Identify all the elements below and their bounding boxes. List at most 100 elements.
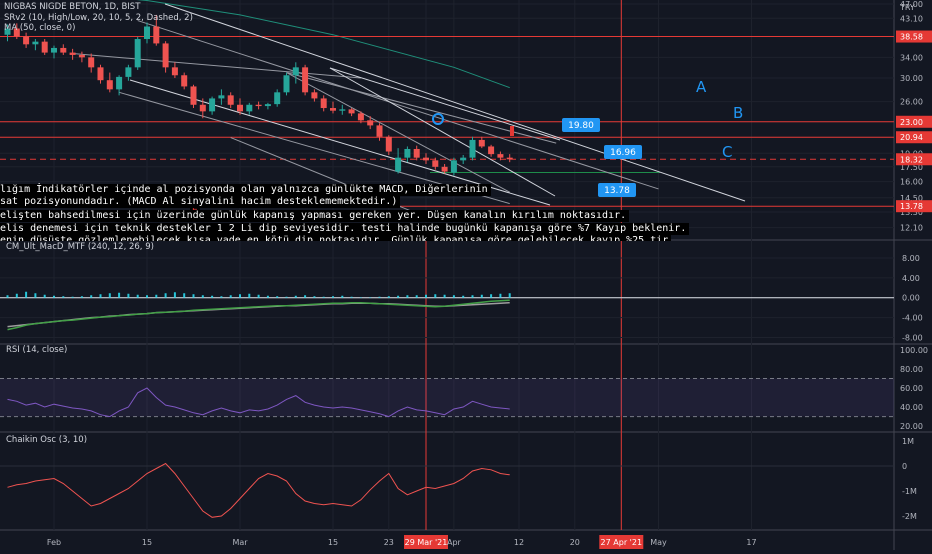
candle-body [339,109,345,110]
candle-body [470,140,476,158]
time-tick-label: 15 [142,538,152,547]
candle-body [330,108,336,111]
macd-histogram-bar [341,296,343,298]
macd-tick-label: -4.00 [902,314,923,323]
macd-histogram-bar [258,295,260,298]
channel-inner-line [330,68,555,196]
macd-histogram-bar [174,292,176,297]
price-axis[interactable]: 12.1013.3014.5016.0017.5019.0020.9423.00… [896,0,932,521]
chaikin-line [8,464,510,518]
macd-histogram-bar [388,296,390,297]
price-level-label: 20.94 [900,133,923,142]
macd-pane[interactable] [0,258,894,338]
macd-histogram-bar [155,295,157,298]
macd-tick-label: 8.00 [902,254,920,263]
rsi-pane[interactable] [0,378,894,416]
channel-inner-line [330,68,560,140]
macd-histogram-bar [137,295,139,298]
macd-histogram-bar [462,296,464,298]
time-tick-label: 27 Apr '21 [601,538,642,547]
price-callout-text: 13.78 [604,186,630,196]
price-callout-text: 16.96 [610,148,636,158]
candle-body [172,67,178,75]
chaikin-pane-title: Chaikin Osc (3, 10) [6,435,87,445]
price-level-label: 13.78 [900,202,923,211]
candle-body [367,120,373,125]
time-tick-label: 12 [514,538,524,547]
macd-histogram-bar [118,293,120,298]
candle-body [246,105,252,112]
price-level-label: 18.32 [900,155,923,164]
macd-histogram-bar [16,294,18,298]
price-tick-label: 34.00 [900,53,923,62]
macd-histogram-bar [248,294,250,298]
price-level-label: 38.58 [900,33,923,42]
candle-body [116,77,122,89]
candle-body [88,57,94,67]
candle-body [404,149,410,158]
macd-histogram-bar [453,295,455,297]
macd-tick-label: -8.00 [902,334,923,343]
chaikin-tick-label: -2M [902,512,917,521]
candle-body [460,158,466,161]
candle-body [432,160,438,166]
macd-histogram-bar [183,293,185,297]
flag-marker [510,126,514,136]
macd-histogram-bar [230,295,232,297]
candle-body [302,67,308,92]
macd-histogram-bar [397,296,399,298]
price-tick-label: 26.00 [900,98,923,107]
candle-body [163,43,169,67]
candle-body [395,158,401,172]
macd-tick-label: 0.00 [902,294,920,303]
annotation-note-5: enin düşüşte gözlemlenebilecek kısa vade… [0,235,671,241]
macd-histogram-bar [165,293,167,297]
macd-histogram-bar [416,295,418,297]
candle-body [70,53,76,55]
time-tick-label: 17 [746,538,756,547]
macd-histogram-bar [351,297,353,298]
time-tick-label: 15 [328,538,338,547]
indicator-srv2-label: SRv2 (10, High/Low, 20, 10, 5, 2, Dashed… [4,13,193,23]
macd-histogram-bar [267,296,269,298]
chaikin-tick-label: 0 [902,462,907,471]
macd-histogram-bar [490,294,492,297]
macd-histogram-bar [481,295,483,298]
candle-body [228,95,234,104]
symbol-title: NIGBAS NIGDE BETON, 1D, BIST [4,2,141,12]
annotation-note-1: lığım İndikatörler içinde al pozisyonda … [0,184,491,196]
candle-body [274,92,280,104]
macd-histogram-bar [379,297,381,298]
macd-histogram-bar [239,294,241,297]
time-tick-label: Apr [447,538,462,547]
macd-histogram-bar [25,292,27,298]
macd-histogram-bar [434,294,436,297]
time-tick-label: 29 Mar '21 [405,538,448,547]
price-level-label: 23.00 [900,118,923,127]
candle-body [51,48,57,53]
candle-body [321,98,327,108]
macd-histogram-bar [313,296,315,297]
macd-histogram-bar [499,294,501,298]
candle-body [42,42,48,53]
candle-body [153,27,159,44]
indicator-ma-label: MA (50, close, 0) [4,23,75,33]
macd-histogram-bar [146,295,148,297]
candle-body [311,92,317,98]
candle-body [125,67,131,77]
candle-body [358,113,364,120]
macd-histogram-bar [472,295,474,297]
wave-label: A [696,78,707,96]
rsi-tick-label: 60.00 [900,384,923,393]
macd-histogram-bar [406,295,408,297]
macd-histogram-bar [425,295,427,298]
candle-body [497,154,503,158]
rsi-tick-label: 40.00 [900,403,923,412]
chaikin-pane[interactable] [0,464,894,518]
time-tick-label: Mar [232,538,248,547]
candle-body [181,75,187,86]
price-tick-label: 12.10 [900,224,923,233]
